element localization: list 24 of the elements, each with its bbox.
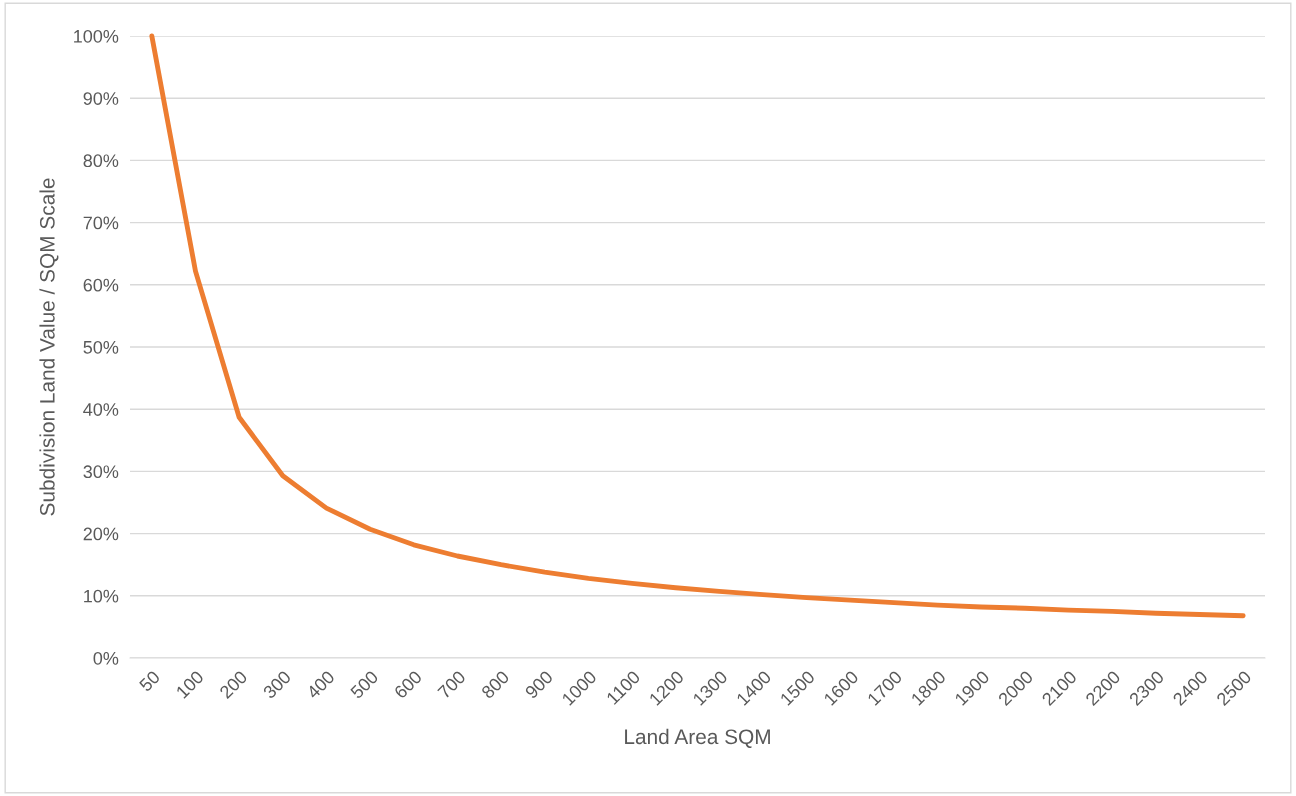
x-tick-label: 500 [349,669,379,700]
y-tick-label: 50% [83,340,119,354]
line-series [149,33,1246,619]
y-tick-label: 30% [83,465,119,479]
y-tick-label: 70% [83,216,119,230]
x-tick-label: 700 [437,669,467,700]
y-axis-title: Subdivision Land Value / SQM Scale [39,178,59,516]
y-tick-label: 80% [83,154,119,168]
x-tick-label: 600 [393,669,423,700]
x-tick-label: 300 [262,669,292,700]
x-tick-label: 400 [305,669,336,700]
y-tick-label: 60% [83,278,119,292]
x-axis-title: Land Area SQM [625,728,770,748]
x-tick-label: 100 [175,669,205,699]
y-tick-label: 0% [93,651,119,665]
y-tick-label: 20% [83,527,119,541]
y-tick-label: 40% [83,403,119,416]
x-tick-label: 50 [138,669,161,693]
y-tick-label: 90% [83,92,119,105]
x-tick-label: 200 [218,669,249,700]
x-tick-label: 900 [524,669,554,700]
x-tick-label: 800 [480,669,510,700]
y-tick-label: 100% [74,29,119,43]
y-tick-label: 10% [84,589,119,603]
